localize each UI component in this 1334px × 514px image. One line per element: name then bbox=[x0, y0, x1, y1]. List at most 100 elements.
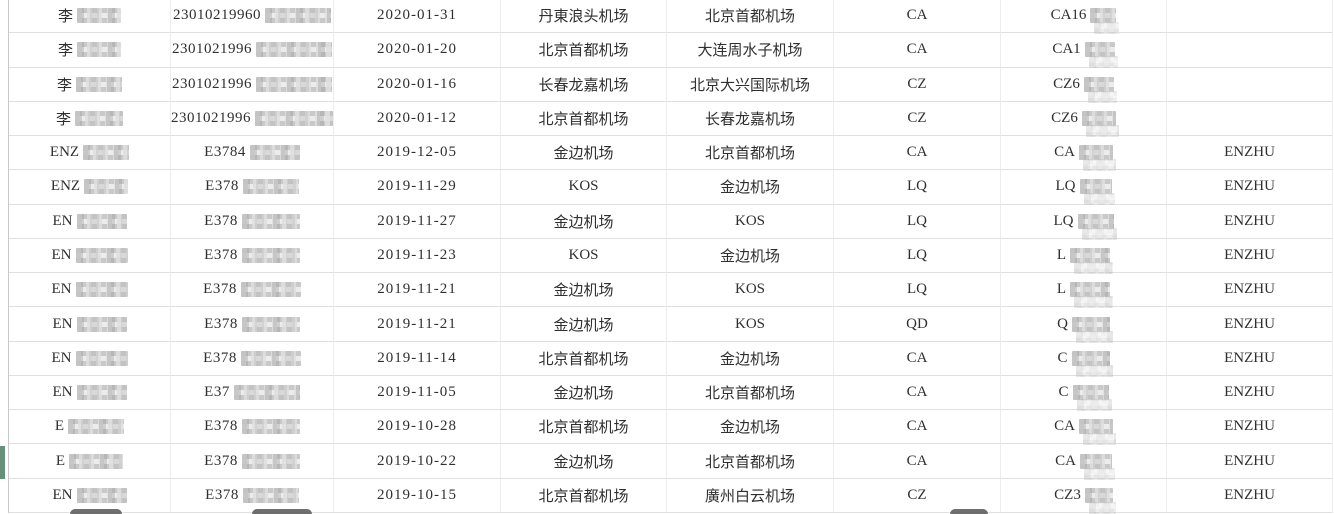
cell-arr[interactable]: 北京大兴国际机场 bbox=[667, 67, 834, 102]
cell-flight[interactable]: CA1 bbox=[1001, 33, 1167, 69]
cell-flight[interactable]: C bbox=[1001, 341, 1167, 377]
cell-flight[interactable]: LQ bbox=[1001, 204, 1167, 240]
cell-name[interactable]: EN bbox=[9, 478, 171, 513]
cell-carrier[interactable]: LQ bbox=[834, 204, 1001, 239]
cell-flight[interactable]: CZ6 bbox=[1001, 101, 1167, 137]
cell-flight[interactable]: CA bbox=[1001, 136, 1167, 172]
cell-date[interactable]: 2020-01-31 bbox=[334, 0, 501, 34]
cell-date[interactable]: 2019-11-14 bbox=[334, 341, 501, 376]
cell-arr[interactable]: 长春龙嘉机场 bbox=[667, 101, 834, 137]
cell-dep[interactable]: 金边机场 bbox=[501, 204, 667, 239]
cell-id[interactable]: E378 bbox=[171, 410, 334, 445]
cell-dep[interactable]: 金边机场 bbox=[501, 136, 667, 171]
cell-arr[interactable]: 大连周水子机场 bbox=[667, 33, 834, 68]
cell-name[interactable]: EN bbox=[9, 307, 171, 342]
cell-date[interactable]: 2019-11-27 bbox=[334, 204, 501, 239]
cell-name[interactable]: EN bbox=[9, 341, 171, 376]
cell-carrier[interactable]: LQ bbox=[834, 170, 1001, 205]
cell-dep[interactable]: 长春龙嘉机场 bbox=[501, 67, 667, 102]
cell-arr[interactable]: 金边机场 bbox=[667, 170, 834, 205]
cell-date[interactable]: 2019-12-05 bbox=[334, 136, 501, 171]
cell-carrier[interactable]: QD bbox=[834, 307, 1001, 342]
cell-date[interactable]: 2019-10-22 bbox=[334, 444, 501, 479]
cell-arr[interactable]: KOS bbox=[667, 204, 834, 239]
cell-carrier[interactable]: CA bbox=[834, 0, 1001, 34]
cell-flight[interactable]: CA bbox=[1001, 410, 1167, 446]
cell-name[interactable]: EN bbox=[9, 238, 171, 274]
cell-id[interactable]: E378 bbox=[171, 204, 334, 239]
cell-id[interactable]: 2301021996 bbox=[171, 101, 334, 137]
cell-tag[interactable]: ENZHU bbox=[1167, 478, 1333, 513]
cell-flight[interactable]: CA bbox=[1001, 444, 1167, 480]
cell-arr[interactable]: 北京首都机场 bbox=[667, 444, 834, 479]
cell-tag[interactable] bbox=[1167, 101, 1333, 137]
cell-tag[interactable] bbox=[1167, 67, 1333, 102]
cell-dep[interactable]: 金边机场 bbox=[501, 273, 667, 308]
cell-carrier[interactable]: CZ bbox=[834, 67, 1001, 102]
cell-flight[interactable]: CZ3 bbox=[1001, 478, 1167, 514]
cell-dep[interactable]: 北京首都机场 bbox=[501, 341, 667, 376]
cell-tag[interactable]: ENZHU bbox=[1167, 444, 1333, 479]
cell-name[interactable]: E bbox=[9, 444, 171, 479]
cell-date[interactable]: 2019-10-28 bbox=[334, 410, 501, 445]
cell-carrier[interactable]: CA bbox=[834, 136, 1001, 171]
cell-name[interactable]: EN bbox=[9, 375, 171, 411]
cell-flight[interactable]: CZ6 bbox=[1001, 67, 1167, 103]
cell-flight[interactable]: L bbox=[1001, 238, 1167, 274]
cell-dep[interactable]: KOS bbox=[501, 238, 667, 274]
cell-flight[interactable]: L bbox=[1001, 273, 1167, 309]
cell-tag[interactable]: ENZHU bbox=[1167, 410, 1333, 445]
cell-flight[interactable]: Q bbox=[1001, 307, 1167, 343]
cell-tag[interactable]: ENZHU bbox=[1167, 273, 1333, 308]
cell-dep[interactable]: 北京首都机场 bbox=[501, 478, 667, 513]
cell-dep[interactable]: 金边机场 bbox=[501, 307, 667, 342]
cell-id[interactable]: E378 bbox=[171, 238, 334, 274]
cell-id[interactable]: E378 bbox=[171, 444, 334, 479]
cell-arr[interactable]: KOS bbox=[667, 273, 834, 308]
cell-id[interactable]: E378 bbox=[171, 341, 334, 376]
cell-arr[interactable]: 廣州白云机场 bbox=[667, 478, 834, 513]
cell-date[interactable]: 2019-11-29 bbox=[334, 170, 501, 205]
cell-flight[interactable]: C bbox=[1001, 375, 1167, 412]
cell-date[interactable]: 2020-01-20 bbox=[334, 33, 501, 68]
cell-dep[interactable]: 北京首都机场 bbox=[501, 33, 667, 68]
cell-name[interactable]: EN bbox=[9, 273, 171, 308]
cell-dep[interactable]: 丹東浪头机场 bbox=[501, 0, 667, 34]
cell-date[interactable]: 2019-11-05 bbox=[334, 375, 501, 411]
cell-tag[interactable]: ENZHU bbox=[1167, 170, 1333, 205]
cell-arr[interactable]: 金边机场 bbox=[667, 341, 834, 376]
cell-id[interactable]: E3784 bbox=[171, 136, 334, 171]
cell-id[interactable]: E378 bbox=[171, 170, 334, 205]
cell-dep[interactable]: 北京首都机场 bbox=[501, 101, 667, 137]
cell-tag[interactable] bbox=[1167, 33, 1333, 68]
cell-name[interactable]: EN bbox=[9, 204, 171, 239]
cell-name[interactable]: E bbox=[9, 410, 171, 445]
cell-flight[interactable]: CA16 bbox=[1001, 0, 1167, 35]
cell-arr[interactable]: 金边机场 bbox=[667, 238, 834, 274]
cell-tag[interactable]: ENZHU bbox=[1167, 238, 1333, 274]
cell-tag[interactable]: ENZHU bbox=[1167, 307, 1333, 342]
cell-date[interactable]: 2019-11-21 bbox=[334, 273, 501, 308]
cell-dep[interactable]: 金边机场 bbox=[501, 375, 667, 411]
cell-tag[interactable]: ENZHU bbox=[1167, 204, 1333, 239]
cell-id[interactable]: E378 bbox=[171, 478, 334, 513]
cell-carrier[interactable]: CA bbox=[834, 33, 1001, 68]
cell-id[interactable]: 2301021996 bbox=[171, 33, 334, 68]
cell-name[interactable]: 李 bbox=[9, 101, 171, 137]
cell-arr[interactable]: KOS bbox=[667, 307, 834, 342]
cell-name[interactable]: 李 bbox=[9, 0, 171, 34]
cell-tag[interactable]: ENZHU bbox=[1167, 341, 1333, 376]
cell-name[interactable]: 李 bbox=[9, 67, 171, 102]
cell-dep[interactable]: KOS bbox=[501, 170, 667, 205]
cell-tag[interactable] bbox=[1167, 0, 1333, 34]
cell-carrier[interactable]: CA bbox=[834, 410, 1001, 445]
cell-arr[interactable]: 北京首都机场 bbox=[667, 136, 834, 171]
cell-id[interactable]: E378 bbox=[171, 273, 334, 308]
cell-id[interactable]: E378 bbox=[171, 307, 334, 342]
cell-date[interactable]: 2020-01-16 bbox=[334, 67, 501, 102]
cell-tag[interactable]: ENZHU bbox=[1167, 136, 1333, 171]
cell-id[interactable]: 2301021996 bbox=[171, 67, 334, 102]
cell-name[interactable]: ENZ bbox=[9, 136, 171, 171]
cell-date[interactable]: 2019-11-23 bbox=[334, 238, 501, 274]
cell-carrier[interactable]: CZ bbox=[834, 478, 1001, 513]
